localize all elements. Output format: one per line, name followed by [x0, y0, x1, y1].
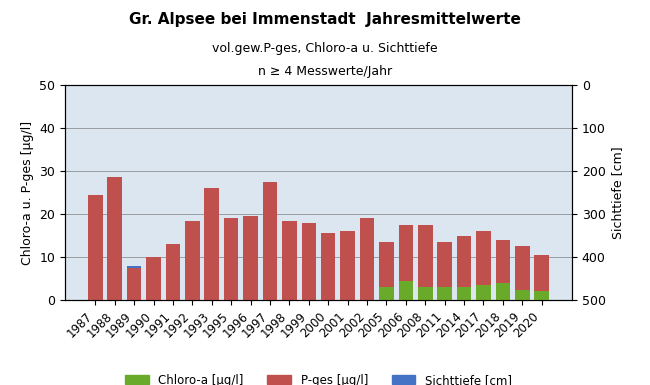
- Bar: [495, 240, 510, 300]
- Bar: [359, 218, 374, 300]
- Bar: [88, 195, 103, 300]
- Y-axis label: Chloro-a u. P-ges [µg/l]: Chloro-a u. P-ges [µg/l]: [21, 121, 34, 264]
- Text: Gr. Alpsee bei Immenstadt  Jahresmittelwerte: Gr. Alpsee bei Immenstadt Jahresmittelwe…: [129, 12, 521, 27]
- Bar: [379, 242, 394, 300]
- Bar: [243, 216, 258, 300]
- Bar: [107, 177, 122, 300]
- Bar: [379, 249, 394, 300]
- Bar: [146, 257, 161, 300]
- Bar: [146, 257, 161, 300]
- Bar: [282, 244, 296, 300]
- Bar: [321, 233, 335, 300]
- Bar: [341, 231, 355, 300]
- Bar: [457, 236, 471, 300]
- Bar: [437, 249, 452, 300]
- Bar: [224, 246, 239, 300]
- Bar: [185, 270, 200, 300]
- Bar: [205, 246, 219, 300]
- Bar: [243, 249, 258, 300]
- Bar: [476, 285, 491, 300]
- Bar: [321, 257, 335, 300]
- Bar: [495, 283, 510, 300]
- Bar: [263, 240, 278, 300]
- Bar: [302, 257, 316, 300]
- Bar: [205, 188, 219, 300]
- Bar: [418, 255, 432, 300]
- Bar: [515, 290, 530, 300]
- Bar: [476, 253, 491, 300]
- Bar: [476, 231, 491, 300]
- Bar: [282, 221, 296, 300]
- Bar: [495, 246, 510, 300]
- Y-axis label: Sichttiefe [cm]: Sichttiefe [cm]: [611, 146, 624, 239]
- Bar: [166, 244, 180, 300]
- Bar: [398, 281, 413, 300]
- Text: vol.gew.P-ges, Chloro-a u. Sichttiefe: vol.gew.P-ges, Chloro-a u. Sichttiefe: [212, 42, 438, 55]
- Bar: [107, 244, 122, 300]
- Legend: Chloro-a [µg/l], P-ges [µg/l], Sichttiefe [cm]: Chloro-a [µg/l], P-ges [µg/l], Sichttief…: [121, 369, 516, 385]
- Bar: [302, 223, 316, 300]
- Bar: [515, 249, 530, 300]
- Bar: [127, 266, 142, 300]
- Text: n ≥ 4 Messwerte/Jahr: n ≥ 4 Messwerte/Jahr: [258, 65, 392, 79]
- Bar: [457, 287, 471, 300]
- Bar: [515, 246, 530, 300]
- Bar: [185, 221, 200, 300]
- Bar: [398, 257, 413, 300]
- Bar: [224, 218, 239, 300]
- Bar: [341, 251, 355, 300]
- Bar: [88, 223, 103, 300]
- Bar: [534, 291, 549, 300]
- Bar: [534, 281, 549, 300]
- Bar: [127, 268, 142, 300]
- Bar: [398, 225, 413, 300]
- Bar: [534, 255, 549, 300]
- Bar: [379, 287, 394, 300]
- Bar: [457, 253, 471, 300]
- Bar: [418, 286, 432, 300]
- Bar: [418, 225, 432, 300]
- Bar: [166, 287, 180, 300]
- Bar: [359, 251, 374, 300]
- Bar: [263, 182, 278, 300]
- Bar: [437, 286, 452, 300]
- Bar: [437, 242, 452, 300]
